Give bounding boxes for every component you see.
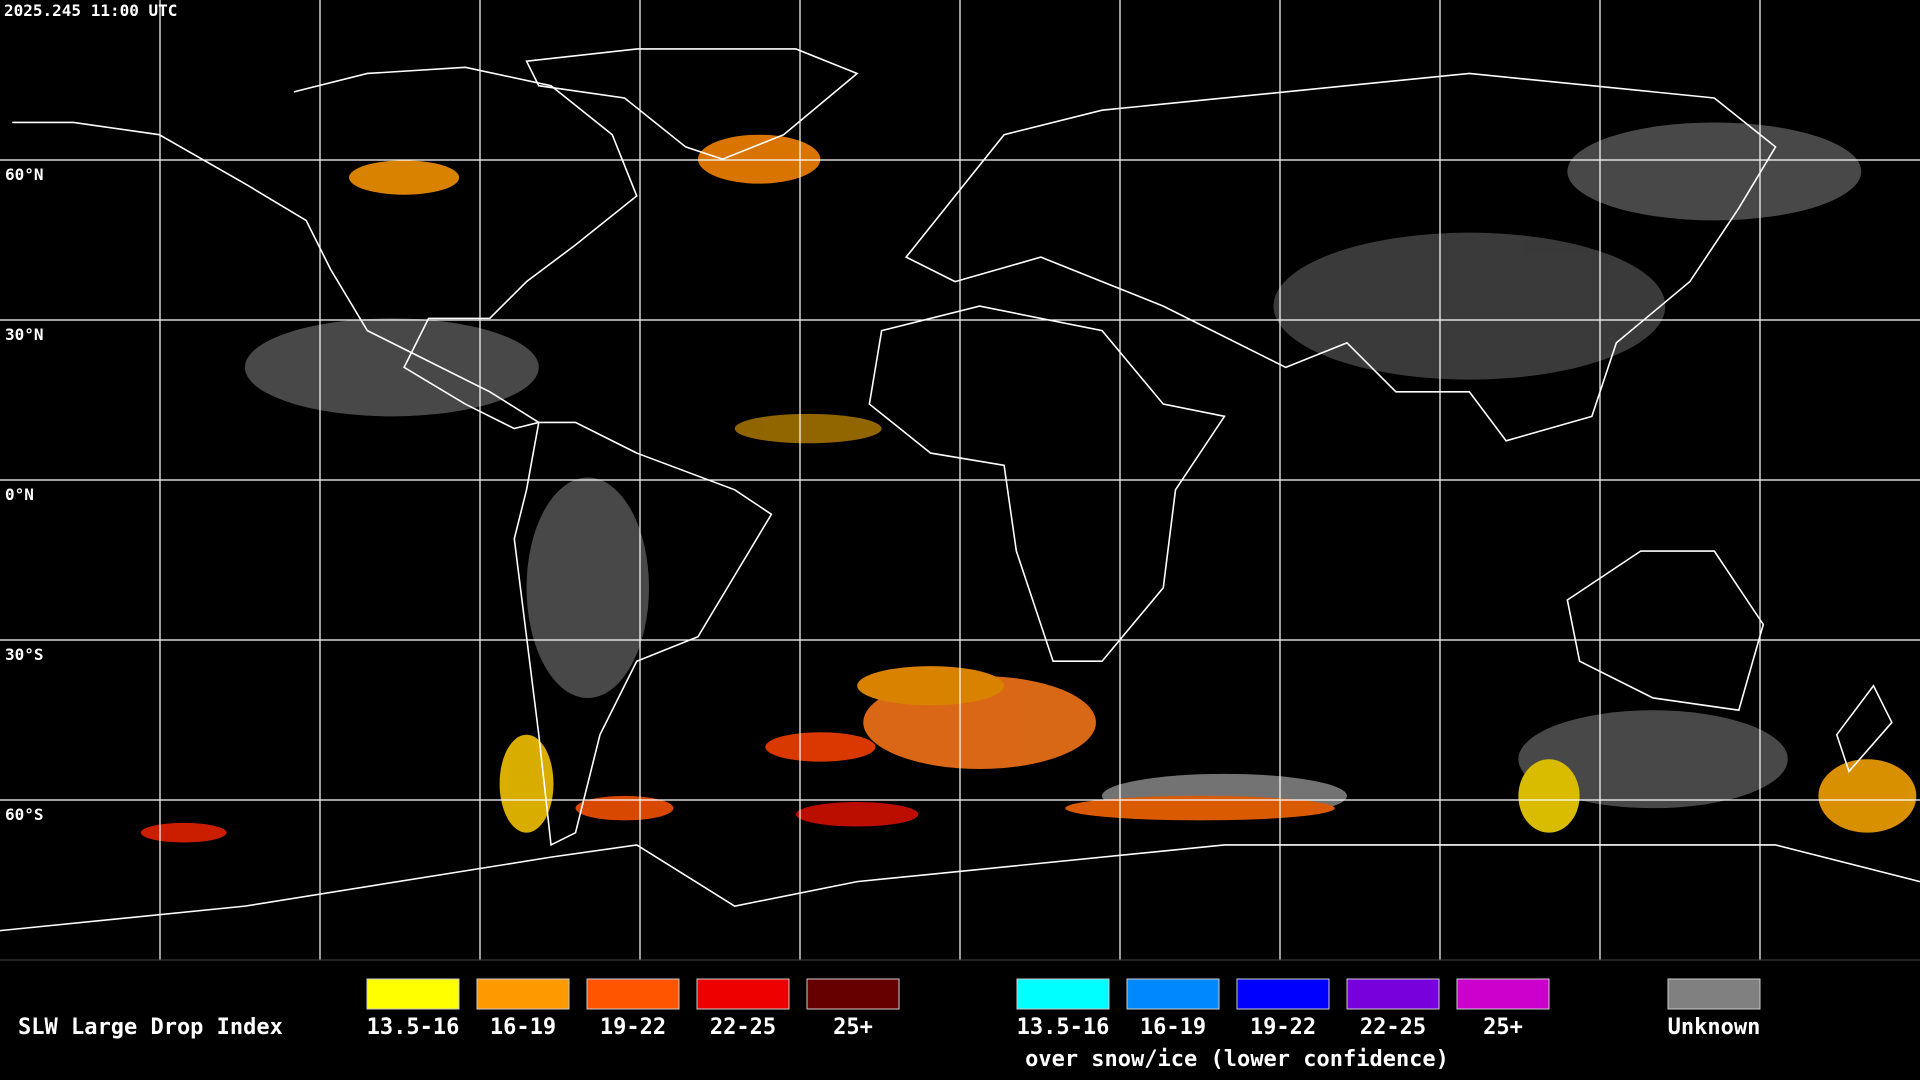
legend-swatch bbox=[586, 978, 680, 1010]
cloud-unknown bbox=[1273, 232, 1666, 380]
cloud-yellow bbox=[499, 734, 554, 833]
latitude-label: 60°N bbox=[5, 165, 44, 184]
legend-label: 25+ bbox=[1483, 1015, 1523, 1040]
cloud-red bbox=[140, 822, 227, 843]
legend-swatch bbox=[1016, 978, 1110, 1010]
legend-label: 16-19 bbox=[490, 1015, 556, 1040]
legend-label: Unknown bbox=[1668, 1015, 1761, 1040]
legend-swatch bbox=[1456, 978, 1550, 1010]
coast-antarctica bbox=[0, 844, 1920, 932]
cloud-red bbox=[765, 732, 876, 762]
latitude-label: 30°N bbox=[5, 325, 44, 344]
cloud-orange bbox=[857, 666, 1005, 706]
legend-swatch bbox=[366, 978, 460, 1010]
legend-label: 22-25 bbox=[710, 1015, 776, 1040]
legend-label: 22-25 bbox=[1360, 1015, 1426, 1040]
coast-eurasia bbox=[904, 72, 1777, 442]
coast-greenland bbox=[525, 48, 859, 161]
legend-label: 13.5-16 bbox=[367, 1015, 460, 1040]
coast-new-zealand bbox=[1835, 684, 1893, 774]
timestamp: 2025.245 11:00 UTC bbox=[4, 1, 177, 20]
cloud-orange bbox=[697, 134, 821, 184]
cloud-orange bbox=[348, 160, 460, 195]
cloud-unknown bbox=[1518, 710, 1788, 809]
legend-swatch bbox=[1126, 978, 1220, 1010]
legend-label: 13.5-16 bbox=[1017, 1015, 1110, 1040]
coastlines bbox=[0, 48, 1920, 932]
legend-swatch bbox=[806, 978, 900, 1010]
cloud-yellow bbox=[1818, 759, 1917, 833]
coast-south-america bbox=[513, 421, 773, 847]
cloud-red bbox=[795, 802, 919, 827]
graticule: 60°N 30°N 0°N 30°S 60°S bbox=[0, 0, 1920, 960]
legend-label: 19-22 bbox=[600, 1015, 666, 1040]
cloud-unknown bbox=[244, 318, 539, 417]
legend-swatch bbox=[1236, 978, 1330, 1010]
snow-ice-note: over snow/ice (lower confidence) bbox=[1025, 1047, 1449, 1072]
coast-north-america bbox=[12, 66, 638, 430]
latitude-label: 30°S bbox=[5, 645, 44, 664]
legend-label: 19-22 bbox=[1250, 1015, 1316, 1040]
cloud-unknown bbox=[526, 477, 649, 698]
legend-label: 25+ bbox=[833, 1015, 873, 1040]
legend-swatch bbox=[696, 978, 790, 1010]
legend-swatch bbox=[1346, 978, 1440, 1010]
cloud-yellow bbox=[1518, 759, 1580, 833]
coast-australia bbox=[1566, 550, 1765, 712]
legend-label: 16-19 bbox=[1140, 1015, 1206, 1040]
cloud-red bbox=[575, 795, 674, 821]
latitude-label: 0°N bbox=[5, 485, 34, 504]
cloud-yellow bbox=[734, 413, 882, 444]
legend-swatch bbox=[476, 978, 570, 1010]
legend-title: SLW Large Drop Index bbox=[18, 1015, 283, 1040]
latitude-label: 60°S bbox=[5, 805, 44, 824]
cloud-unknown bbox=[1567, 122, 1862, 221]
cloud-imagery bbox=[140, 122, 1917, 843]
coast-africa bbox=[868, 305, 1226, 663]
legend: 13.5-16 16-19 19-22 22-25 25+ 13.5-16 16-19 19-… bbox=[366, 978, 1761, 1040]
cloud-red bbox=[1065, 795, 1335, 821]
legend-swatch bbox=[1667, 978, 1761, 1010]
map: 60°N 30°N 0°N 30°S 60°S bbox=[0, 0, 1920, 960]
